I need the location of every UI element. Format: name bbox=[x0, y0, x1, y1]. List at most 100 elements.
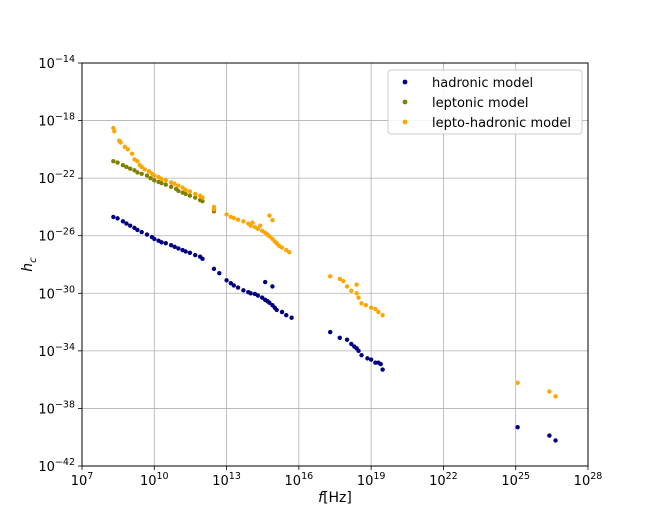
data-point bbox=[115, 216, 120, 221]
x-tick-label: 1025 bbox=[501, 471, 530, 489]
data-point bbox=[224, 212, 229, 217]
legend-marker bbox=[402, 99, 408, 105]
data-point bbox=[183, 249, 188, 254]
data-point bbox=[267, 234, 272, 239]
data-point bbox=[144, 173, 150, 178]
y-tick-label: 10−18 bbox=[38, 112, 75, 130]
data-point bbox=[183, 187, 188, 193]
data-point bbox=[373, 360, 378, 365]
data-point bbox=[139, 164, 144, 170]
data-point bbox=[255, 226, 261, 232]
data-point bbox=[200, 256, 205, 261]
data-point bbox=[356, 348, 361, 354]
plot-frame bbox=[81, 62, 589, 467]
data-point bbox=[284, 247, 289, 253]
data-point bbox=[146, 169, 152, 174]
data-point bbox=[255, 293, 261, 298]
data-point bbox=[135, 227, 140, 233]
data-point bbox=[211, 266, 217, 272]
data-point bbox=[259, 295, 265, 300]
data-point bbox=[163, 241, 168, 246]
data-point bbox=[231, 215, 237, 221]
x-tick-label: 107 bbox=[71, 471, 94, 489]
data-point bbox=[211, 206, 217, 212]
data-point bbox=[267, 213, 272, 218]
legend-label: leptonic model bbox=[432, 96, 529, 111]
y-tick-label: 10−30 bbox=[38, 284, 75, 302]
data-point bbox=[287, 250, 292, 255]
data-point bbox=[274, 307, 279, 313]
data-point bbox=[176, 188, 181, 194]
data-point bbox=[380, 367, 385, 372]
data-point bbox=[284, 313, 289, 318]
data-point bbox=[139, 229, 144, 235]
data-point bbox=[139, 171, 144, 177]
y-tick-label: 10−26 bbox=[38, 227, 75, 245]
data-point bbox=[148, 175, 153, 181]
data-point bbox=[376, 309, 381, 315]
data-point bbox=[267, 300, 272, 305]
data-point bbox=[142, 167, 147, 172]
x-tick-label: 1028 bbox=[574, 471, 603, 489]
data-point bbox=[279, 245, 285, 250]
data-point bbox=[135, 159, 140, 164]
x-tick-label: 1016 bbox=[285, 471, 314, 489]
data-point bbox=[363, 302, 368, 308]
legend-marker bbox=[402, 119, 408, 125]
data-point bbox=[337, 335, 342, 341]
data-point bbox=[115, 160, 120, 165]
series-0 bbox=[111, 214, 558, 443]
x-tick-label: 1010 bbox=[140, 471, 169, 489]
legend-label: hadronic model bbox=[432, 76, 533, 91]
x-tick-label: 1019 bbox=[357, 471, 386, 489]
y-tick-label: 10−14 bbox=[38, 54, 75, 72]
data-point bbox=[344, 284, 350, 289]
data-point bbox=[200, 195, 205, 200]
data-point bbox=[187, 250, 193, 255]
x-axis-title: f[Hz] bbox=[318, 490, 352, 506]
data-point bbox=[124, 164, 129, 170]
data-point bbox=[124, 221, 129, 226]
data-point bbox=[152, 173, 157, 178]
y-tick-label: 10−34 bbox=[38, 342, 75, 360]
data-point bbox=[168, 242, 174, 248]
data-points bbox=[111, 125, 558, 443]
data-point bbox=[515, 424, 520, 430]
data-point bbox=[380, 313, 385, 318]
data-point bbox=[120, 219, 126, 224]
data-point bbox=[250, 220, 255, 225]
legend-box bbox=[387, 69, 583, 135]
data-point bbox=[354, 291, 359, 296]
legend-label: lepto-hadronic model bbox=[432, 116, 571, 131]
data-point bbox=[125, 147, 131, 152]
y-tick-label: 10−42 bbox=[38, 457, 75, 475]
data-point bbox=[176, 246, 181, 251]
ticks: 107 1010 1013 1016 1019 1022 1025 1028 10−42 10−3… bbox=[38, 54, 602, 489]
data-point bbox=[127, 223, 133, 228]
data-point bbox=[224, 278, 229, 283]
data-point bbox=[152, 178, 157, 183]
data-point bbox=[217, 270, 222, 276]
x-tick-label: 1022 bbox=[429, 471, 458, 489]
data-point bbox=[270, 217, 275, 223]
data-point bbox=[193, 191, 198, 197]
data-point bbox=[337, 276, 342, 282]
data-point bbox=[187, 193, 193, 198]
data-point bbox=[547, 389, 552, 394]
data-point bbox=[172, 181, 177, 187]
data-point bbox=[356, 295, 361, 300]
data-point bbox=[365, 356, 370, 361]
data-point bbox=[231, 283, 237, 288]
data-point bbox=[368, 305, 374, 310]
data-point bbox=[553, 438, 558, 443]
x-axis-label: f[Hz] bbox=[318, 490, 352, 506]
data-point bbox=[172, 244, 177, 249]
data-point bbox=[122, 144, 128, 150]
data-point bbox=[176, 183, 181, 188]
data-point bbox=[183, 191, 188, 197]
data-point bbox=[241, 288, 246, 293]
legend: hadronic model leptonic model lepto-hadron… bbox=[387, 69, 583, 135]
series-2 bbox=[111, 125, 558, 399]
data-point bbox=[553, 394, 558, 399]
